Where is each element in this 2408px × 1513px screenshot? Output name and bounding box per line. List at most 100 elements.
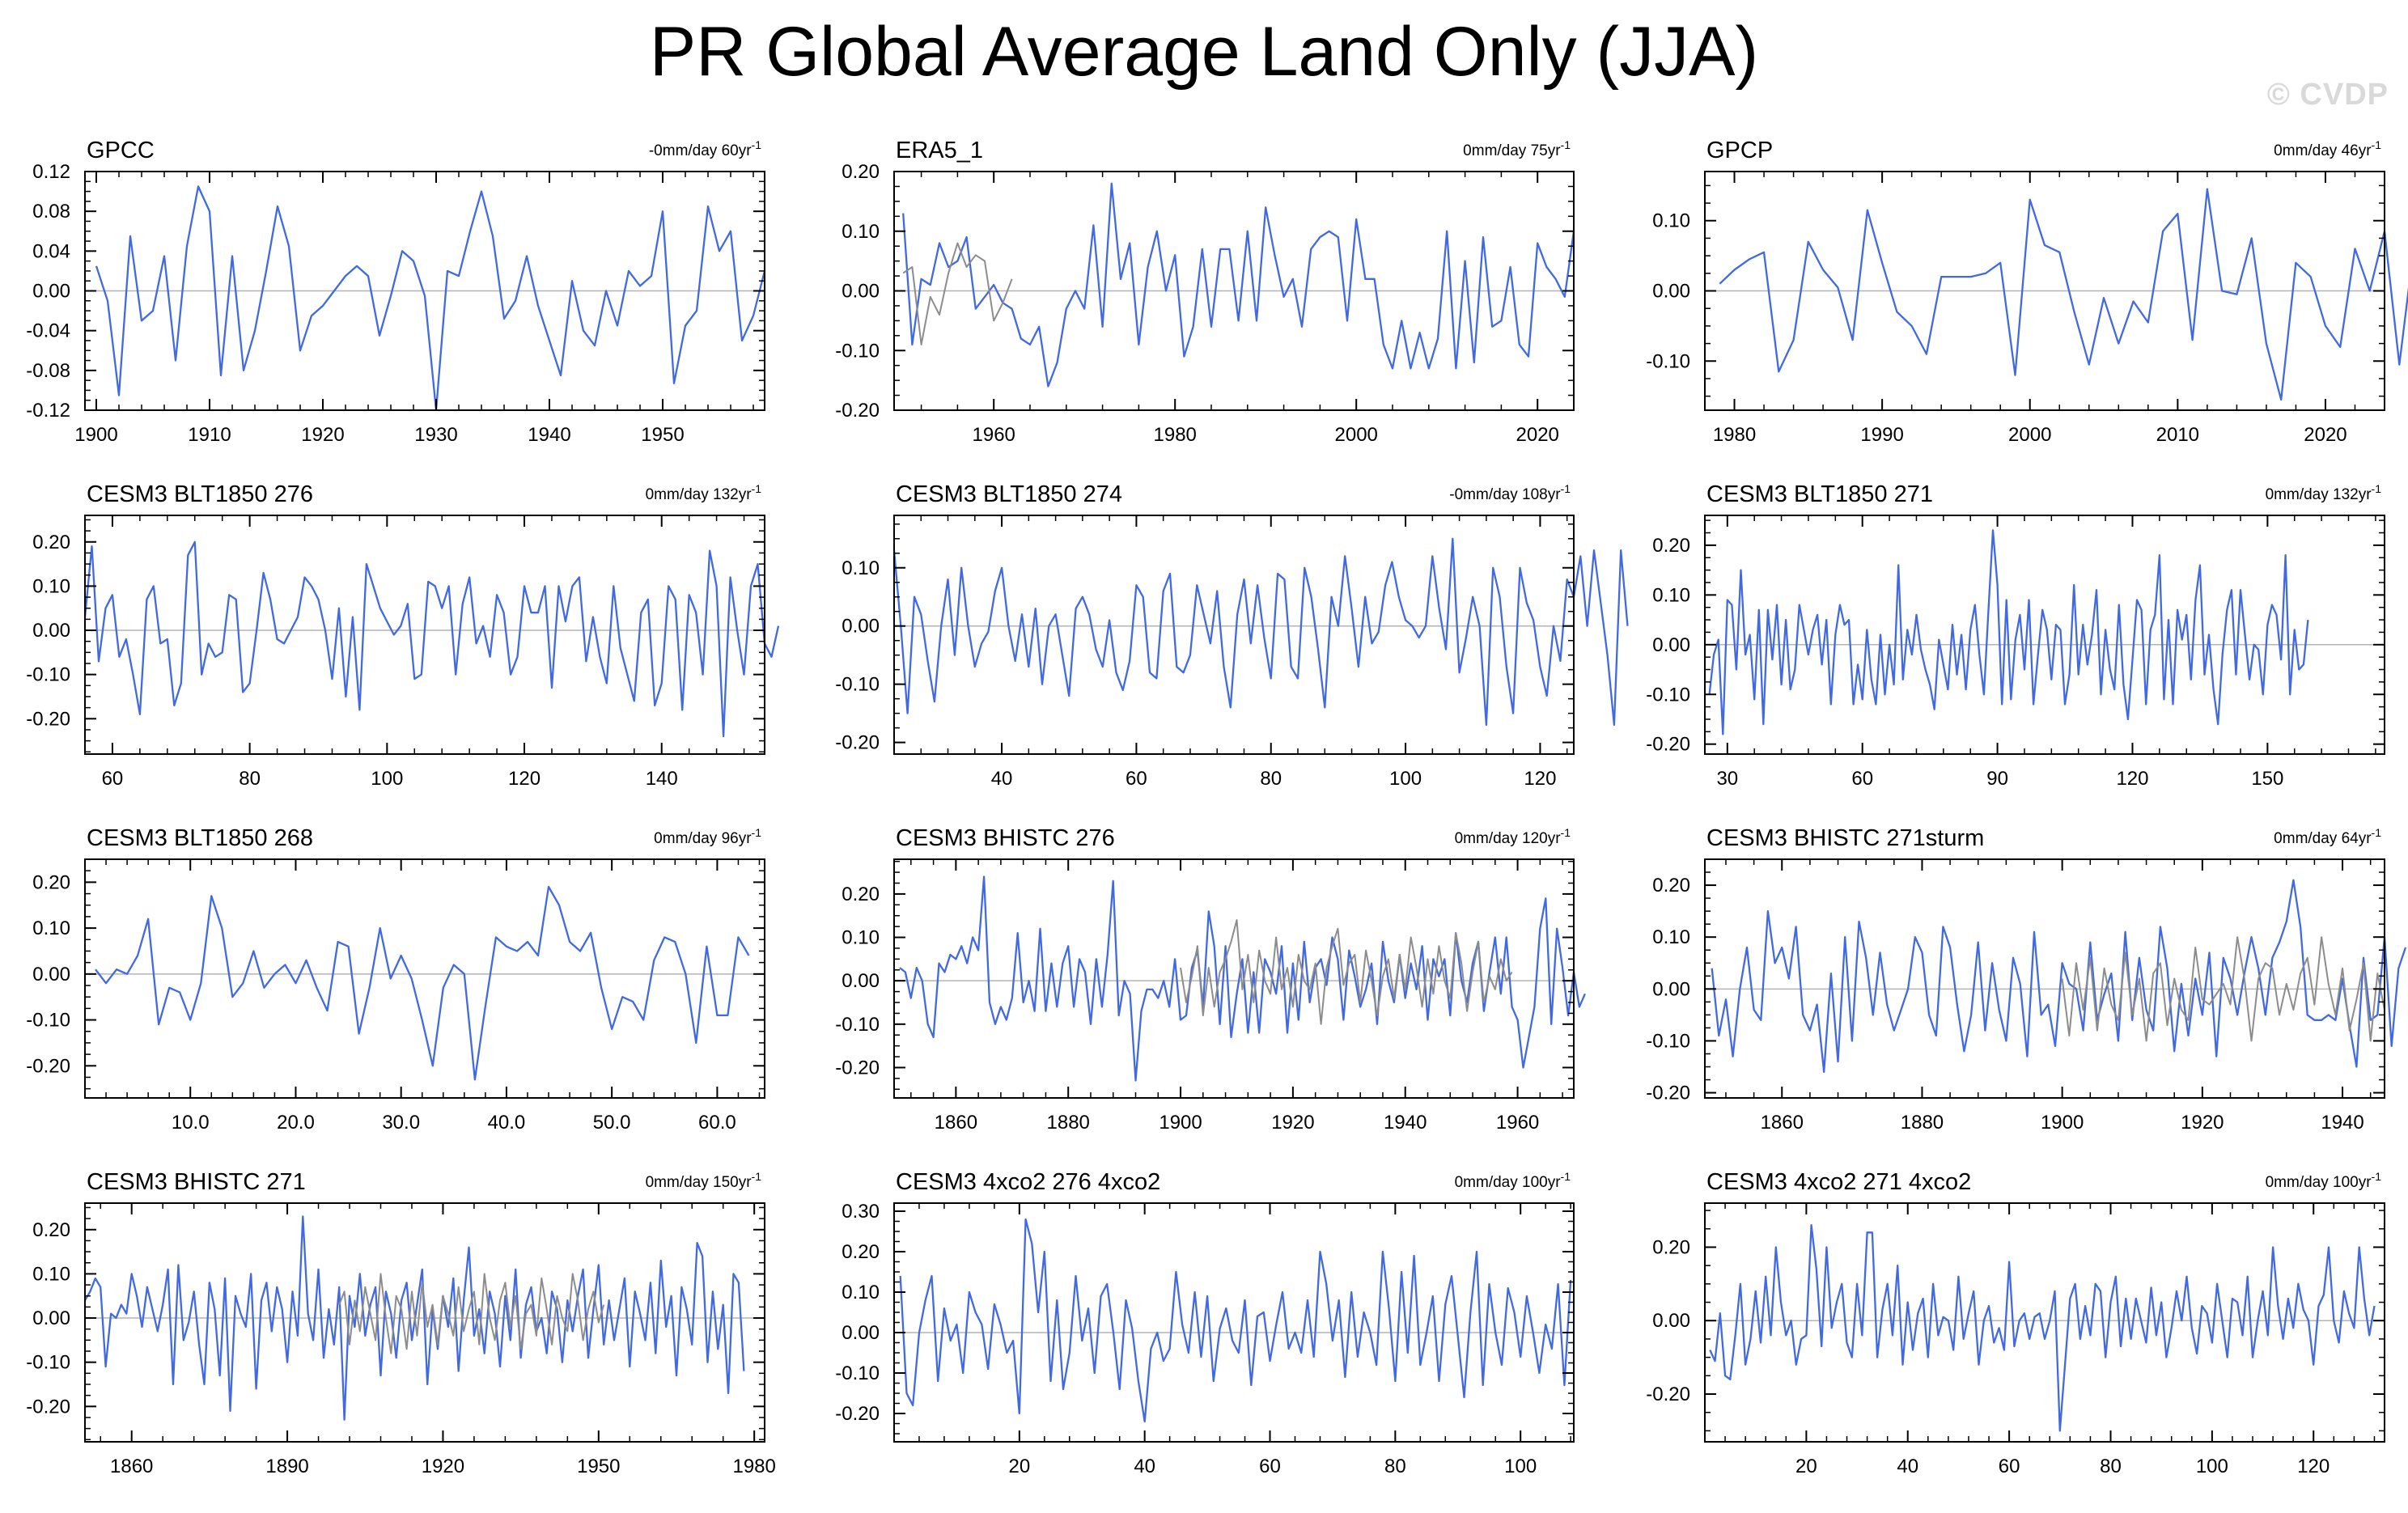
panel-stats: 0mm/day 100yr-1	[2266, 1170, 2382, 1191]
panel-stats-value: 0mm/day 132yr	[646, 486, 752, 503]
y-tick-label: 0.20	[842, 1241, 880, 1263]
chart-panel-6: -0.20 -0.10 0.00 0.10 0.20 30 60 90 120 150 CESM3 …	[1646, 481, 2385, 790]
x-tick-label: 1980	[1154, 424, 1197, 446]
cvdp-watermark: © CVDP	[2266, 78, 2389, 112]
series-line	[83, 540, 780, 738]
chart-panel-9: -0.20 -0.10 0.00 0.10 0.20 1860 1880 1900 1920 19…	[1646, 825, 2407, 1134]
y-tick-label: 0.20	[1652, 535, 1690, 557]
panel-stats-value: 0mm/day 46yr	[2274, 142, 2372, 159]
x-tick-label: 100	[371, 768, 403, 790]
chart-panel-11: -0.20 -0.10 0.00 0.10 0.20 0.30 20 40 60 80 100 CES…	[835, 1169, 1575, 1477]
x-tick-label: 60	[1126, 768, 1147, 790]
x-tick-label: 1880	[1901, 1112, 1944, 1134]
x-tick-label: 60	[1851, 768, 1873, 790]
y-tick-label: -0.20	[1646, 734, 1690, 756]
y-tick-label: 0.00	[842, 281, 880, 303]
x-tick-label: 1900	[74, 424, 117, 446]
y-tick-label: 0.00	[1652, 281, 1690, 303]
x-tick-label: 1930	[414, 424, 457, 446]
reference-series-line	[1180, 919, 1513, 1025]
y-tick-label: 0.20	[32, 532, 70, 553]
series-line	[1711, 879, 2407, 1074]
y-tick-label: -0.20	[1646, 1384, 1690, 1405]
x-tick-label: 1940	[2321, 1112, 2363, 1134]
x-tick-label: 10.0	[172, 1112, 210, 1134]
panel-stats-value: 0mm/day 100yr	[1455, 1174, 1562, 1191]
y-tick-label: 0.00	[32, 620, 70, 642]
x-tick-label: 2010	[2156, 424, 2199, 446]
y-tick-label: 0.00	[842, 616, 880, 638]
panel-stats-value: 0mm/day 64yr	[2274, 830, 2372, 847]
x-tick-label: 1900	[1159, 1112, 1202, 1134]
panel-stats: 0mm/day 132yr-1	[646, 482, 762, 503]
series-line	[1708, 529, 2309, 735]
y-tick-label: 0.20	[32, 871, 70, 893]
x-tick-label: 100	[2196, 1456, 2228, 1477]
y-tick-label: -0.10	[26, 664, 70, 686]
y-tick-label: 0.10	[32, 575, 70, 597]
plot-frame	[1704, 515, 2385, 755]
panel-stats-exponent: -1	[2372, 482, 2382, 495]
x-tick-label: 1920	[301, 424, 344, 446]
x-tick-label: 60	[1999, 1456, 2020, 1477]
panel-stats-exponent: -1	[1561, 1170, 1571, 1183]
panel-stats-exponent: -1	[2372, 138, 2382, 151]
x-tick-label: 2000	[1335, 424, 1378, 446]
panel-title: CESM3 BLT1850 271	[1706, 481, 1933, 507]
y-tick-label: -0.20	[26, 1055, 70, 1077]
x-tick-label: 1950	[577, 1456, 620, 1477]
panel-title: CESM3 BHISTC 276	[896, 825, 1115, 851]
reference-series-line	[338, 1273, 605, 1354]
panel-stats-exponent: -1	[1561, 138, 1571, 151]
series-line	[84, 1215, 745, 1421]
chart-panel-5: -0.20 -0.10 0.00 0.10 40 60 80 100 120 CESM3 BLT1…	[835, 481, 1629, 790]
x-tick-label: 30	[1716, 768, 1738, 790]
chart-panel-4: -0.20 -0.10 0.00 0.10 0.20 60 80 100 120 140 CESM3…	[26, 481, 780, 790]
y-tick-label: -0.20	[1646, 1083, 1690, 1104]
chart-panel-7: -0.20 -0.10 0.00 0.10 0.20 10.0 20.0 30.0 40.0 50…	[26, 825, 765, 1134]
x-tick-label: 140	[646, 768, 678, 790]
panel-stats: -0mm/day 108yr-1	[1449, 482, 1571, 503]
panel-title: CESM3 4xco2 276 4xco2	[896, 1169, 1160, 1195]
x-tick-label: 120	[1524, 768, 1556, 790]
series-line	[899, 1218, 1572, 1423]
x-tick-label: 80	[1384, 1456, 1406, 1477]
x-tick-label: 120	[2297, 1456, 2330, 1477]
x-tick-label: 120	[508, 768, 541, 790]
y-tick-label: -0.20	[26, 708, 70, 730]
y-tick-label: -0.10	[1646, 1030, 1690, 1052]
series-line	[95, 885, 750, 1081]
panel-stats-exponent: -1	[752, 138, 762, 151]
x-tick-label: 60	[102, 768, 124, 790]
panel-stats-value: 0mm/day 150yr	[646, 1174, 752, 1191]
x-tick-label: 1980	[732, 1456, 775, 1477]
y-tick-label: 0.00	[32, 964, 70, 985]
y-tick-label: 0.00	[842, 1322, 880, 1344]
x-tick-label: 2000	[2008, 424, 2051, 446]
panel-stats: -0mm/day 60yr-1	[649, 138, 761, 159]
y-tick-label: 0.10	[1652, 926, 1690, 948]
reference-series-line	[2061, 936, 2385, 1042]
x-tick-label: 1880	[1047, 1112, 1090, 1134]
y-tick-label: 0.10	[842, 557, 880, 579]
panel-title: GPCP	[1706, 138, 1773, 163]
chart-panel-2: -0.20 -0.10 0.00 0.10 0.20 1960 1980 2000 2020 ER…	[835, 138, 1575, 446]
plot-frame	[893, 858, 1575, 1099]
y-tick-label: -0.12	[26, 400, 70, 422]
y-tick-label: 0.10	[842, 1282, 880, 1303]
y-tick-label: 0.08	[32, 201, 70, 222]
series-line	[899, 875, 1586, 1082]
y-tick-label: 0.20	[1652, 875, 1690, 896]
y-tick-label: 0.10	[32, 1263, 70, 1285]
x-tick-label: 1920	[2181, 1112, 2224, 1134]
series-line	[1719, 188, 2408, 401]
panel-stats: 0mm/day 120yr-1	[1455, 826, 1571, 847]
x-tick-label: 120	[2116, 768, 2148, 790]
panel-stats-exponent: -1	[2372, 826, 2382, 839]
plot-frame	[84, 1202, 765, 1443]
panel-stats-value: 0mm/day 120yr	[1455, 830, 1562, 847]
x-tick-label: 20.0	[277, 1112, 315, 1134]
y-tick-label: 0.20	[842, 161, 880, 183]
y-tick-label: -0.20	[835, 732, 880, 754]
series-line	[1709, 1224, 2376, 1432]
